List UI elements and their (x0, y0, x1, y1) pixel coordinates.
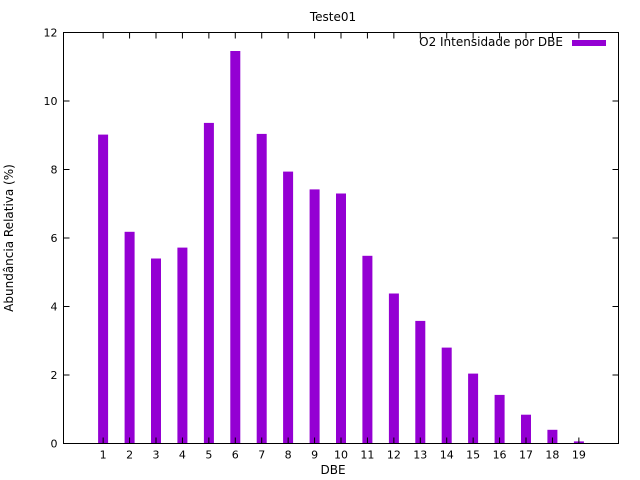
bar-dbe-17 (521, 414, 531, 444)
x-tick-label: 14 (440, 449, 454, 462)
x-tick-label: 6 (232, 449, 239, 462)
x-tick-label: 9 (311, 449, 318, 462)
legend-swatch (572, 40, 606, 46)
chart-title: Teste01 (309, 10, 356, 24)
bar-dbe-15 (468, 373, 479, 444)
y-tick-label: 0 (51, 438, 58, 451)
y-tick-label: 10 (44, 95, 58, 108)
bar-dbe-2 (124, 231, 135, 444)
y-tick-label: 4 (51, 301, 58, 314)
bars-layer (98, 51, 584, 444)
legend-label: O2 Intensidade por DBE (419, 35, 563, 49)
x-tick-label: 13 (413, 449, 427, 462)
bar-dbe-5 (203, 122, 214, 444)
x-tick-label: 2 (126, 449, 133, 462)
y-tick-label: 6 (51, 232, 58, 245)
x-tick-label: 15 (466, 449, 480, 462)
y-axis-label: Abundância Relativa (%) (2, 164, 16, 312)
x-tick-label: 7 (258, 449, 265, 462)
bar-dbe-9 (309, 189, 320, 444)
x-tick-label: 8 (285, 449, 292, 462)
bar-dbe-4 (177, 247, 188, 444)
bar-dbe-7 (256, 133, 267, 444)
x-tick-label: 3 (153, 449, 160, 462)
y-tick-label: 12 (44, 27, 58, 40)
x-axis-label: DBE (320, 463, 345, 477)
x-tick-label: 19 (572, 449, 586, 462)
bar-dbe-6 (230, 51, 241, 444)
y-tick-label: 8 (51, 164, 58, 177)
x-tick-label: 11 (360, 449, 374, 462)
bar-dbe-3 (151, 258, 161, 444)
legend: O2 Intensidade por DBE (419, 35, 606, 49)
x-tick-label: 17 (519, 449, 533, 462)
x-tick-label: 10 (334, 449, 348, 462)
bar-dbe-18 (547, 429, 558, 444)
plot-frame (63, 32, 619, 444)
x-tick-label: 1 (100, 449, 107, 462)
bar-dbe-8 (283, 171, 294, 444)
bar-dbe-1 (98, 134, 109, 444)
x-tick-label: 18 (545, 449, 559, 462)
x-tick-label: 5 (205, 449, 212, 462)
bar-dbe-14 (441, 347, 452, 444)
bar-dbe-11 (362, 255, 373, 444)
bar-dbe-10 (336, 193, 346, 444)
y-tick-label: 2 (51, 369, 58, 382)
bar-dbe-16 (494, 394, 505, 444)
x-tick-label: 4 (179, 449, 186, 462)
x-tick-label: 16 (493, 449, 507, 462)
bar-dbe-13 (415, 320, 426, 444)
bar-dbe-12 (388, 293, 399, 444)
x-tick-label: 12 (387, 449, 401, 462)
